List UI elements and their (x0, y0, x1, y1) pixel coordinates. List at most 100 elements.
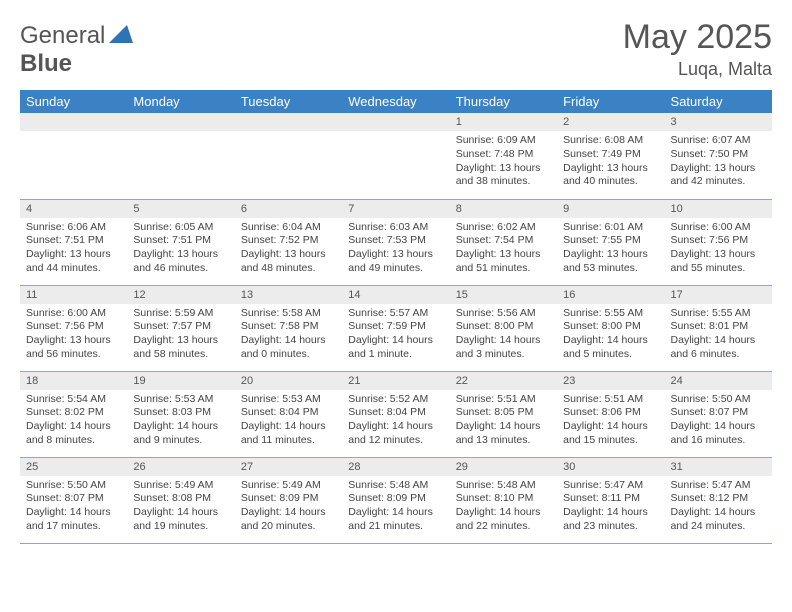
day-cell: 25Sunrise: 5:50 AMSunset: 8:07 PMDayligh… (20, 457, 127, 543)
logo-word1: General (20, 22, 105, 49)
day-cell: 27Sunrise: 5:49 AMSunset: 8:09 PMDayligh… (235, 457, 342, 543)
day-number (127, 113, 234, 131)
day-body: Sunrise: 5:59 AMSunset: 7:57 PMDaylight:… (127, 304, 234, 366)
day-body: Sunrise: 5:48 AMSunset: 8:10 PMDaylight:… (450, 476, 557, 538)
day-number: 29 (450, 458, 557, 476)
day-body: Sunrise: 6:08 AMSunset: 7:49 PMDaylight:… (557, 131, 664, 193)
day-cell (20, 113, 127, 199)
day-cell: 4Sunrise: 6:06 AMSunset: 7:51 PMDaylight… (20, 199, 127, 285)
day-body: Sunrise: 6:01 AMSunset: 7:55 PMDaylight:… (557, 218, 664, 280)
day-cell (235, 113, 342, 199)
day-cell: 3Sunrise: 6:07 AMSunset: 7:50 PMDaylight… (665, 113, 772, 199)
day-cell: 11Sunrise: 6:00 AMSunset: 7:56 PMDayligh… (20, 285, 127, 371)
day-number: 4 (20, 200, 127, 218)
day-body: Sunrise: 5:50 AMSunset: 8:07 PMDaylight:… (20, 476, 127, 538)
day-body: Sunrise: 5:55 AMSunset: 8:00 PMDaylight:… (557, 304, 664, 366)
weekday-header: Friday (557, 90, 664, 113)
day-body: Sunrise: 5:47 AMSunset: 8:12 PMDaylight:… (665, 476, 772, 538)
day-cell: 24Sunrise: 5:50 AMSunset: 8:07 PMDayligh… (665, 371, 772, 457)
day-number (235, 113, 342, 131)
day-cell: 18Sunrise: 5:54 AMSunset: 8:02 PMDayligh… (20, 371, 127, 457)
day-body: Sunrise: 6:04 AMSunset: 7:52 PMDaylight:… (235, 218, 342, 280)
day-body: Sunrise: 5:48 AMSunset: 8:09 PMDaylight:… (342, 476, 449, 538)
day-number: 1 (450, 113, 557, 131)
day-cell: 26Sunrise: 5:49 AMSunset: 8:08 PMDayligh… (127, 457, 234, 543)
day-number: 25 (20, 458, 127, 476)
week-row: 18Sunrise: 5:54 AMSunset: 8:02 PMDayligh… (20, 371, 772, 457)
day-body: Sunrise: 5:56 AMSunset: 8:00 PMDaylight:… (450, 304, 557, 366)
location: Luqa, Malta (623, 59, 772, 80)
day-number: 30 (557, 458, 664, 476)
day-body: Sunrise: 6:06 AMSunset: 7:51 PMDaylight:… (20, 218, 127, 280)
day-cell: 21Sunrise: 5:52 AMSunset: 8:04 PMDayligh… (342, 371, 449, 457)
calendar-table: SundayMondayTuesdayWednesdayThursdayFrid… (20, 90, 772, 544)
day-body: Sunrise: 5:49 AMSunset: 8:08 PMDaylight:… (127, 476, 234, 538)
day-body: Sunrise: 5:54 AMSunset: 8:02 PMDaylight:… (20, 390, 127, 452)
logo: GeneralBlue (20, 18, 133, 78)
page-title: May 2025 (623, 18, 772, 57)
day-number: 13 (235, 286, 342, 304)
logo-text: GeneralBlue (20, 22, 133, 78)
day-body: Sunrise: 5:49 AMSunset: 8:09 PMDaylight:… (235, 476, 342, 538)
day-body: Sunrise: 5:55 AMSunset: 8:01 PMDaylight:… (665, 304, 772, 366)
day-number: 22 (450, 372, 557, 390)
day-cell: 22Sunrise: 5:51 AMSunset: 8:05 PMDayligh… (450, 371, 557, 457)
day-cell: 30Sunrise: 5:47 AMSunset: 8:11 PMDayligh… (557, 457, 664, 543)
day-body: Sunrise: 6:03 AMSunset: 7:53 PMDaylight:… (342, 218, 449, 280)
day-number: 11 (20, 286, 127, 304)
day-number: 12 (127, 286, 234, 304)
weekday-header: Monday (127, 90, 234, 113)
day-number: 2 (557, 113, 664, 131)
day-number: 16 (557, 286, 664, 304)
day-body: Sunrise: 6:09 AMSunset: 7:48 PMDaylight:… (450, 131, 557, 193)
day-number: 27 (235, 458, 342, 476)
week-row: 1Sunrise: 6:09 AMSunset: 7:48 PMDaylight… (20, 113, 772, 199)
day-cell: 9Sunrise: 6:01 AMSunset: 7:55 PMDaylight… (557, 199, 664, 285)
day-cell: 6Sunrise: 6:04 AMSunset: 7:52 PMDaylight… (235, 199, 342, 285)
header: GeneralBlue May 2025 Luqa, Malta (20, 18, 772, 80)
day-number: 9 (557, 200, 664, 218)
day-number: 15 (450, 286, 557, 304)
day-body: Sunrise: 5:51 AMSunset: 8:06 PMDaylight:… (557, 390, 664, 452)
day-number: 19 (127, 372, 234, 390)
day-number (20, 113, 127, 131)
day-body: Sunrise: 6:02 AMSunset: 7:54 PMDaylight:… (450, 218, 557, 280)
day-number: 6 (235, 200, 342, 218)
weekday-row: SundayMondayTuesdayWednesdayThursdayFrid… (20, 90, 772, 113)
calendar-body: 1Sunrise: 6:09 AMSunset: 7:48 PMDaylight… (20, 113, 772, 543)
day-number: 21 (342, 372, 449, 390)
weekday-header: Saturday (665, 90, 772, 113)
day-body: Sunrise: 5:57 AMSunset: 7:59 PMDaylight:… (342, 304, 449, 366)
day-cell: 20Sunrise: 5:53 AMSunset: 8:04 PMDayligh… (235, 371, 342, 457)
day-number: 31 (665, 458, 772, 476)
day-body: Sunrise: 5:47 AMSunset: 8:11 PMDaylight:… (557, 476, 664, 538)
day-body: Sunrise: 6:00 AMSunset: 7:56 PMDaylight:… (665, 218, 772, 280)
day-body: Sunrise: 5:51 AMSunset: 8:05 PMDaylight:… (450, 390, 557, 452)
week-row: 11Sunrise: 6:00 AMSunset: 7:56 PMDayligh… (20, 285, 772, 371)
day-number: 14 (342, 286, 449, 304)
day-cell: 12Sunrise: 5:59 AMSunset: 7:57 PMDayligh… (127, 285, 234, 371)
day-cell (342, 113, 449, 199)
day-body: Sunrise: 6:05 AMSunset: 7:51 PMDaylight:… (127, 218, 234, 280)
day-number (342, 113, 449, 131)
day-cell: 8Sunrise: 6:02 AMSunset: 7:54 PMDaylight… (450, 199, 557, 285)
day-number: 26 (127, 458, 234, 476)
day-body: Sunrise: 5:50 AMSunset: 8:07 PMDaylight:… (665, 390, 772, 452)
day-cell: 1Sunrise: 6:09 AMSunset: 7:48 PMDaylight… (450, 113, 557, 199)
day-body: Sunrise: 5:53 AMSunset: 8:03 PMDaylight:… (127, 390, 234, 452)
day-cell: 28Sunrise: 5:48 AMSunset: 8:09 PMDayligh… (342, 457, 449, 543)
day-number: 10 (665, 200, 772, 218)
day-cell: 16Sunrise: 5:55 AMSunset: 8:00 PMDayligh… (557, 285, 664, 371)
day-number: 8 (450, 200, 557, 218)
day-number: 28 (342, 458, 449, 476)
weekday-header: Tuesday (235, 90, 342, 113)
day-cell: 17Sunrise: 5:55 AMSunset: 8:01 PMDayligh… (665, 285, 772, 371)
day-number: 7 (342, 200, 449, 218)
week-row: 4Sunrise: 6:06 AMSunset: 7:51 PMDaylight… (20, 199, 772, 285)
day-body: Sunrise: 5:58 AMSunset: 7:58 PMDaylight:… (235, 304, 342, 366)
title-block: May 2025 Luqa, Malta (623, 18, 772, 80)
day-number: 18 (20, 372, 127, 390)
day-cell: 14Sunrise: 5:57 AMSunset: 7:59 PMDayligh… (342, 285, 449, 371)
day-number: 17 (665, 286, 772, 304)
day-body: Sunrise: 5:52 AMSunset: 8:04 PMDaylight:… (342, 390, 449, 452)
